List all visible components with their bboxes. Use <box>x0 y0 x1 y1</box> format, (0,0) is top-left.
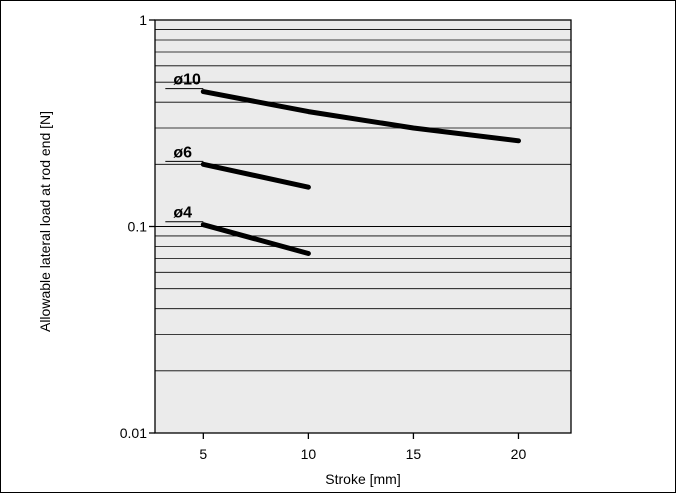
x-axis: 5 10 15 20 <box>199 433 526 462</box>
y-tick-label: 0.01 <box>120 425 147 441</box>
x-axis-label: Stroke [mm] <box>325 471 400 487</box>
y-axis: 0.01 0.1 1 <box>120 12 155 441</box>
grid-lines <box>155 29 571 372</box>
series-line <box>200 222 311 256</box>
x-tick-label: 15 <box>406 446 422 462</box>
y-tick-label: 1 <box>139 12 147 28</box>
series-label: ø4 <box>173 205 192 222</box>
y-axis-label: Allowable lateral load at rod end [N] <box>37 111 53 332</box>
x-tick-label: 10 <box>301 446 317 462</box>
series-lines <box>200 89 521 256</box>
series-label: ø10 <box>173 72 201 89</box>
series-label: ø6 <box>173 144 192 161</box>
series-labels: ø10 ø6 ø4 <box>165 72 204 223</box>
series-line <box>200 89 521 144</box>
x-tick-label: 20 <box>511 446 527 462</box>
x-tick-label: 5 <box>199 446 207 462</box>
y-tick-label: 0.1 <box>128 219 148 235</box>
series-line <box>200 161 311 190</box>
